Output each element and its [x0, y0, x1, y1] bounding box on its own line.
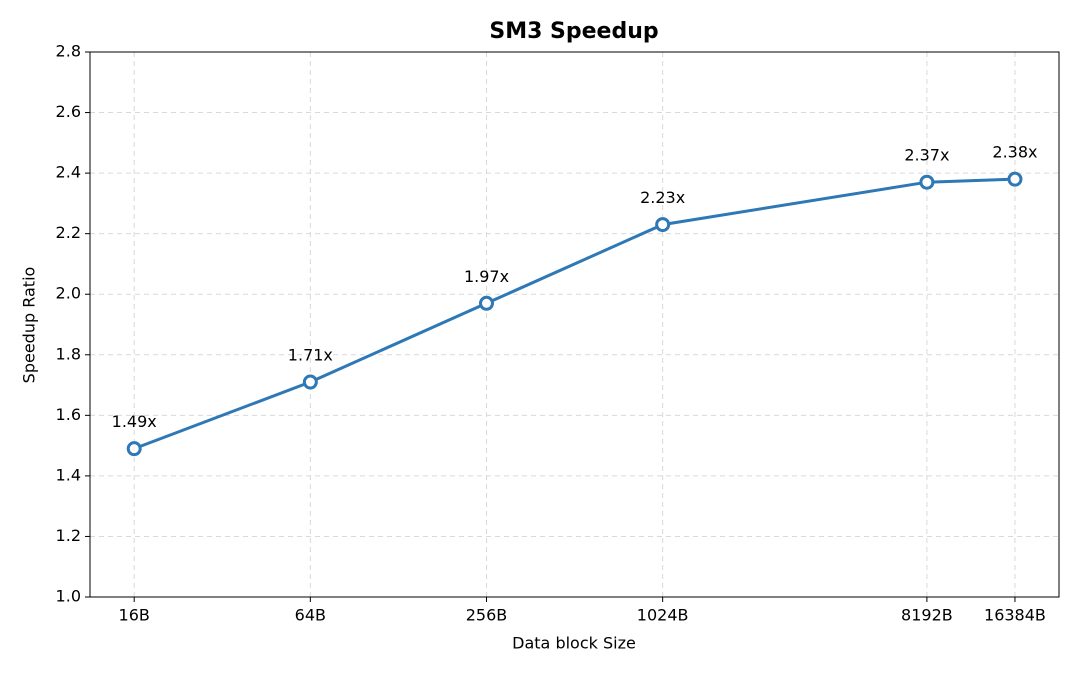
y-tick-label: 2.2 [56, 223, 81, 242]
y-tick-label: 2.4 [56, 163, 81, 182]
data-label: 1.71x [288, 346, 333, 365]
data-point [126, 441, 142, 457]
data-label: 2.38x [992, 143, 1037, 162]
data-line [133, 177, 1016, 451]
data-label: 1.49x [112, 412, 157, 431]
y-tick-label: 1.6 [56, 405, 81, 424]
data-point [1007, 171, 1023, 187]
y-tick-label: 2.8 [56, 42, 81, 61]
x-tick-label: 16384B [984, 606, 1046, 625]
y-axis-label: Speedup Ratio [20, 267, 39, 384]
chart-title: SM3 Speedup [489, 19, 658, 44]
x-tick-label: 256B [466, 606, 508, 625]
y-tick-label: 1.0 [56, 587, 81, 606]
x-axis-label: Data block Size [512, 634, 636, 653]
data-label: 1.97x [464, 267, 509, 286]
y-tick-label: 1.4 [56, 465, 81, 484]
data-point [479, 295, 495, 311]
x-tick-label: 1024B [637, 606, 689, 625]
y-tick-label: 2.6 [56, 102, 81, 121]
data-point [655, 217, 671, 233]
data-label: 2.23x [640, 188, 685, 207]
y-tick-label: 1.8 [56, 344, 81, 363]
x-tick-label: 64B [295, 606, 326, 625]
data-point [919, 174, 935, 190]
plot-frame [89, 51, 1060, 598]
x-tick-label: 8192B [901, 606, 953, 625]
x-tick-label: 16B [119, 606, 150, 625]
y-tick-label: 1.2 [56, 526, 81, 545]
data-point [302, 374, 318, 390]
y-tick-label: 2.0 [56, 284, 81, 303]
data-label: 2.37x [904, 146, 949, 165]
